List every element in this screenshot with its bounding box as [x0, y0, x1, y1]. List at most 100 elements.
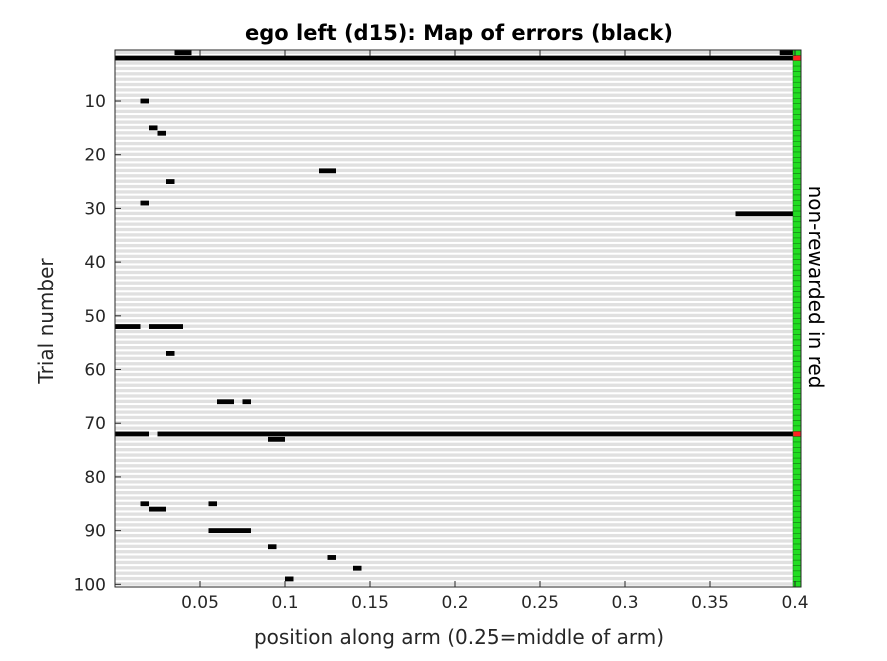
error-segment	[115, 324, 141, 329]
rewarded-cell	[792, 216, 802, 223]
trial-stripe	[115, 217, 795, 221]
rewarded-cell	[792, 291, 802, 298]
rewarded-cell	[792, 382, 802, 389]
rewarded-cell	[792, 167, 802, 174]
rewarded-cell	[792, 210, 802, 217]
rewarded-cell	[792, 318, 802, 325]
rewarded-cell	[792, 463, 802, 470]
x-tick-label: 0.3	[611, 593, 638, 613]
rewarded-cell	[792, 479, 802, 486]
rewarded-cell	[792, 527, 802, 534]
rewarded-cell	[792, 307, 802, 314]
error-segment	[208, 528, 251, 534]
rewarded-cell	[792, 339, 802, 346]
rewarded-cell	[792, 457, 802, 464]
rewarded-cell	[792, 259, 802, 266]
y-tick-label: 20	[84, 146, 106, 166]
trial-stripe	[115, 77, 795, 81]
error-segment	[174, 50, 192, 56]
trial-stripe	[115, 356, 795, 361]
rewarded-cell	[792, 269, 802, 276]
trial-stripe	[115, 394, 795, 398]
trial-stripe	[115, 190, 795, 194]
trial-stripe	[115, 297, 795, 301]
non-rewarded-cell	[792, 55, 802, 61]
trial-stripe	[115, 281, 795, 285]
trial-stripe	[115, 303, 795, 307]
rewarded-cell	[792, 441, 802, 448]
trial-stripe	[115, 501, 795, 506]
trial-stripe	[115, 533, 795, 538]
error-segment	[149, 506, 166, 512]
trial-stripe	[115, 399, 795, 404]
rewarded-cell	[792, 361, 802, 368]
trial-stripe	[115, 362, 795, 366]
trial-stripe	[115, 544, 795, 549]
trial-stripe	[115, 324, 795, 328]
error-segment	[166, 350, 175, 356]
error-segment	[735, 211, 795, 217]
plot-area: 0.05 0.1 0.15 0.2 0.25 0.3 0.35 0.4 10 20 30 40 50 60…	[74, 49, 809, 613]
trial-stripe	[115, 512, 795, 516]
x-tick-label: 0.25	[521, 593, 559, 613]
trial-stripe	[115, 426, 795, 430]
trial-stripe	[115, 98, 795, 103]
trial-stripe	[115, 345, 795, 350]
trial-stripe	[115, 260, 795, 264]
y-tick-label: 80	[84, 468, 106, 488]
error-segment	[319, 168, 336, 174]
rewarded-cell	[792, 264, 802, 271]
rewarded-cell	[792, 500, 802, 507]
trial-stripe	[115, 485, 795, 489]
trial-stripe	[115, 211, 795, 216]
trial-stripe	[115, 523, 795, 527]
y-tick-label: 40	[84, 253, 106, 273]
rewarded-cell	[792, 388, 802, 394]
rewarded-cell	[792, 420, 802, 427]
trial-stripe	[115, 227, 795, 232]
rewarded-cell	[792, 253, 802, 260]
trial-stripe	[115, 270, 795, 275]
side-label: non-rewarded in red	[804, 186, 828, 389]
rewarded-cell	[792, 393, 802, 400]
trial-stripe	[115, 313, 795, 318]
trial-stripe	[115, 367, 795, 371]
x-axis-label: position along arm (0.25=middle of arm)	[254, 625, 664, 649]
error-segment	[268, 436, 285, 442]
error-segment	[779, 50, 795, 56]
trial-stripe	[115, 496, 795, 500]
trial-stripe	[115, 174, 795, 178]
x-tick-label: 0.05	[181, 593, 219, 613]
trial-stripe	[115, 550, 795, 554]
rewarded-cell	[792, 371, 802, 378]
rewarded-cell	[792, 323, 802, 330]
y-tick-label: 10	[84, 92, 106, 112]
error-segment	[140, 501, 149, 507]
trial-stripe	[115, 249, 795, 253]
trial-stripe	[115, 329, 795, 334]
trial-stripe	[115, 158, 795, 162]
rewarded-cell	[792, 184, 802, 190]
x-tick-label: 0.2	[441, 593, 468, 613]
trial-stripe	[115, 571, 795, 575]
error-segment	[268, 544, 277, 550]
trial-stripe	[115, 507, 795, 511]
trial-stripe	[115, 82, 795, 87]
trial-stripe	[115, 351, 795, 355]
rewarded-cell	[792, 570, 802, 577]
trial-stripe	[115, 93, 795, 97]
trial-stripe	[115, 453, 795, 457]
trial-stripe	[115, 222, 795, 226]
rewarded-cell	[792, 565, 802, 572]
rewarded-cell	[792, 447, 802, 454]
rewarded-cell	[792, 350, 802, 357]
y-tick-label: 60	[84, 361, 106, 381]
rewarded-cell	[792, 576, 802, 582]
trial-stripe	[115, 340, 795, 344]
trial-stripe	[115, 555, 795, 559]
trial-stripe	[115, 448, 795, 452]
x-tick-label: 0.15	[351, 593, 389, 613]
error-segment	[217, 399, 234, 405]
rewarded-cell	[792, 554, 802, 561]
trial-stripe	[115, 115, 795, 119]
